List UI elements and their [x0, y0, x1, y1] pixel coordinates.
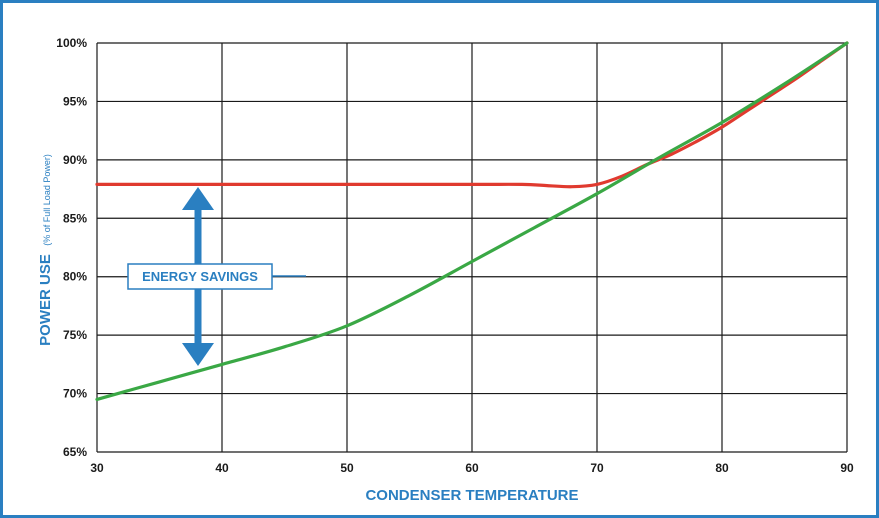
y-axis-title: POWER USE [37, 254, 54, 346]
red-series-line [95, 41, 849, 189]
green-series-line [95, 41, 849, 401]
y-tick-label: 80% [63, 270, 87, 284]
x-tick-label: 80 [715, 461, 729, 475]
x-tick-label: 40 [215, 461, 229, 475]
series-lines [95, 41, 849, 401]
x-tick-label: 70 [590, 461, 604, 475]
savings-arrow-up-icon [182, 187, 214, 210]
callout-box [127, 263, 273, 290]
y-tick-label: 70% [63, 387, 87, 401]
x-tick-label: 50 [340, 461, 354, 475]
y-tick-label: 100% [56, 36, 87, 50]
y-tick-label: 95% [63, 94, 87, 108]
y-tick-label: 90% [63, 153, 87, 167]
x-tick-label: 60 [465, 461, 479, 475]
y-tick-label: 65% [63, 445, 87, 459]
x-tick-label: 90 [840, 461, 854, 475]
grid [96, 42, 848, 453]
y-tick-label: 85% [63, 211, 87, 225]
y-axis-note: (% of Full Load Power) [42, 154, 52, 246]
y-tick-label: 75% [63, 328, 87, 342]
energy-savings-callout: ENERGY SAVINGS [127, 187, 306, 366]
y-axis-title-group: POWER USE (% of Full Load Power) [37, 154, 54, 346]
x-tick-labels: 30 40 50 60 70 80 90 [90, 461, 854, 475]
x-axis-title: CONDENSER TEMPERATURE [365, 487, 578, 504]
savings-arrow-down-icon [182, 343, 214, 366]
x-tick-label: 30 [90, 461, 104, 475]
y-tick-labels: 65% 70% 75% 80% 85% 90% 95% 100% [56, 36, 87, 459]
callout-label: ENERGY SAVINGS [142, 269, 258, 284]
